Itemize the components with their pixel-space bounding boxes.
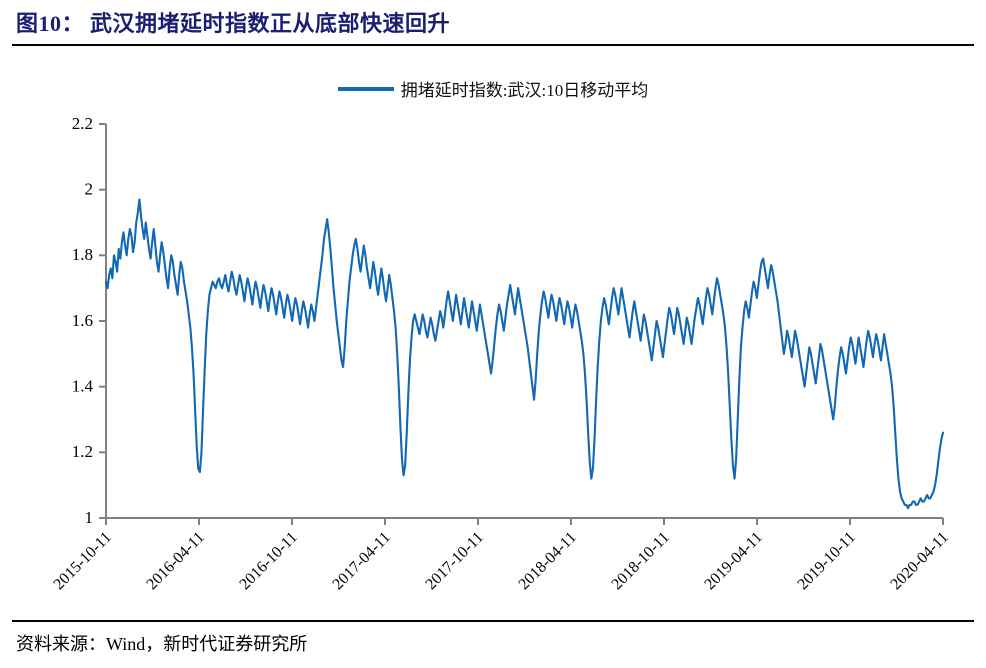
y-tick-label: 1.2: [72, 442, 93, 461]
x-axis-labels: 2015-10-11 2016-04-11 2016-10-11 2017-04-11…: [50, 529, 951, 593]
x-tick-label: 2018-10-11: [608, 529, 672, 593]
x-tick-label: 2017-10-11: [422, 529, 486, 593]
x-tick-label: 2016-04-11: [143, 529, 207, 593]
x-tick-label: 2016-10-11: [236, 529, 300, 593]
legend-item-label: 拥堵延时指数:武汉:10日移动平均: [400, 81, 649, 100]
y-tick-label: 1.4: [72, 377, 94, 396]
x-tick-label: 2020-04-11: [887, 529, 951, 593]
y-axis-labels: 1 1.2 1.4 1.6 1.8 2 2.2: [72, 114, 94, 527]
y-tick-label: 2: [85, 180, 94, 199]
y-axis-ticks: [99, 123, 106, 519]
x-tick-label: 2017-04-11: [329, 529, 393, 593]
chart-plot-area: 2015-10-11 2016-04-11 2016-10-11 2017-04-11…: [0, 100, 986, 610]
chart-legend: 拥堵延时指数:武汉:10日移动平均: [0, 76, 986, 101]
y-tick-label: 2.2: [72, 114, 93, 133]
y-tick-label: 1: [85, 508, 94, 527]
y-tick-label: 1.6: [72, 311, 93, 330]
legend-line-swatch: [337, 86, 394, 91]
x-tick-label: 2015-10-11: [50, 529, 114, 593]
line-chart: 2015-10-11 2016-04-11 2016-10-11 2017-04-11…: [50, 114, 951, 593]
title-divider: [12, 44, 974, 46]
page-title: 图10： 武汉拥堵延时指数正从底部快速回升: [16, 11, 451, 36]
y-tick-label: 1.8: [72, 245, 93, 264]
figure-title-bar: 图10： 武汉拥堵延时指数正从底部快速回升: [0, 0, 986, 44]
x-axis-ticks: [105, 518, 944, 525]
source-note: 资料来源：Wind，新时代证券研究所: [16, 634, 308, 654]
data-series-line: [104, 198, 945, 510]
footer-divider: [12, 620, 974, 622]
x-tick-label: 2018-04-11: [515, 529, 579, 593]
legend-item: 拥堵延时指数:武汉:10日移动平均: [337, 76, 649, 101]
x-tick-label: 2019-04-11: [701, 529, 765, 593]
x-tick-label: 2019-10-11: [794, 529, 858, 593]
